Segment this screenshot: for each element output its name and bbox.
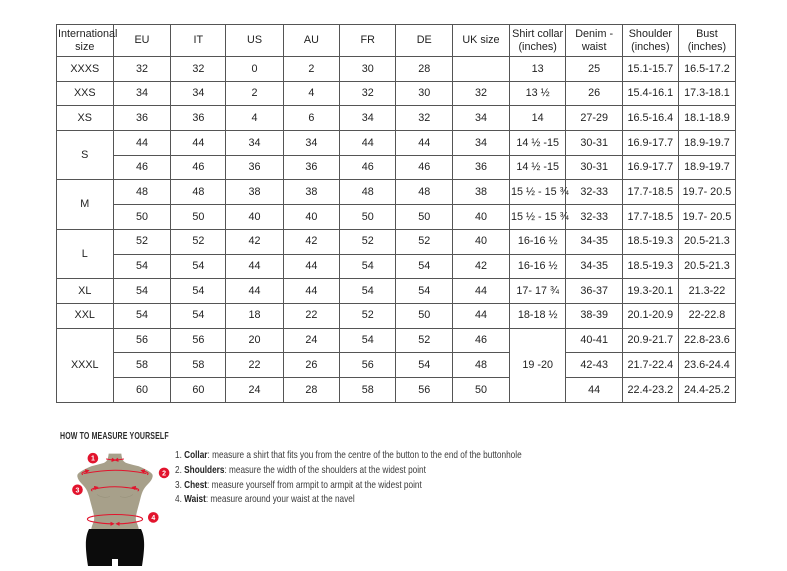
svg-text:4: 4 xyxy=(151,515,155,522)
svg-text:2: 2 xyxy=(162,470,166,477)
svg-text:1: 1 xyxy=(91,456,95,463)
svg-text:3: 3 xyxy=(76,487,80,494)
